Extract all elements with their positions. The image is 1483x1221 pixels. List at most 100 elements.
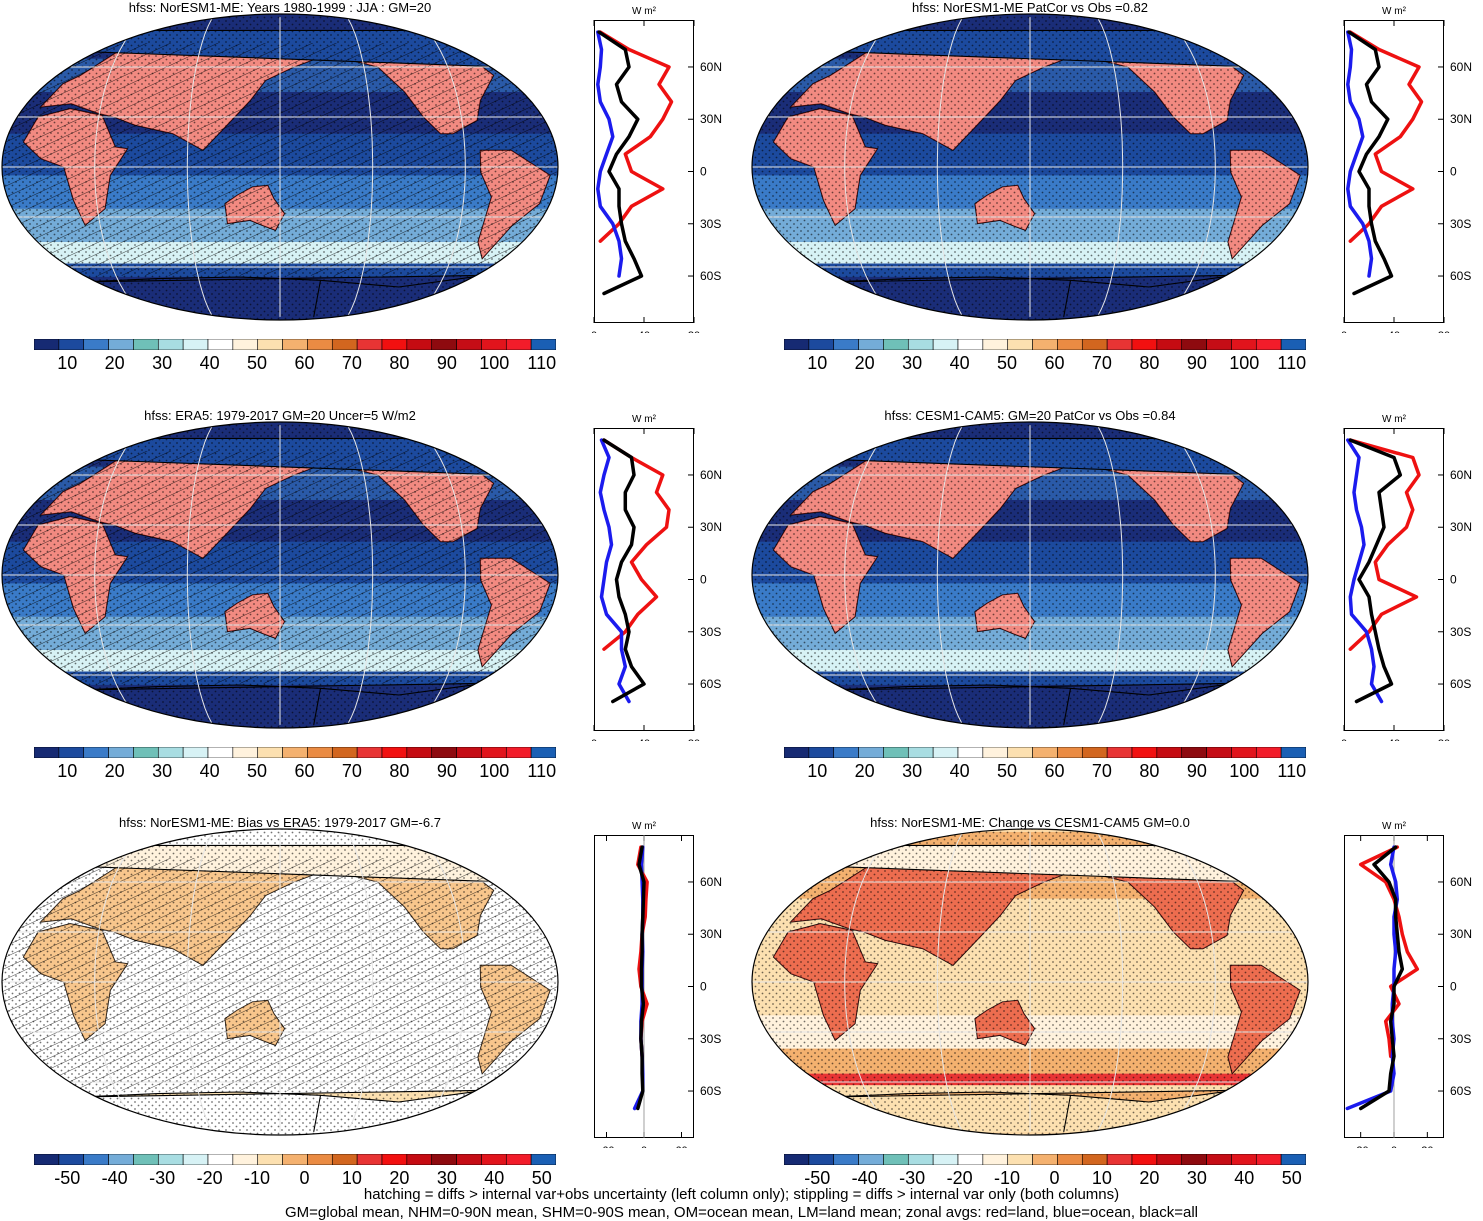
colorbar-swatch xyxy=(356,747,383,758)
colorbar-swatch xyxy=(1131,1154,1158,1165)
colorbar-tick-label: 20 xyxy=(854,353,875,373)
zonal-lat-tick-label: 60S xyxy=(1450,677,1471,691)
zonal-x-tick-label: 20 xyxy=(1421,1145,1433,1148)
zonal-lat-tick-label: 0 xyxy=(1450,573,1457,587)
colorbar-swatch xyxy=(133,339,159,350)
zonal-line-land xyxy=(598,30,674,243)
zonal-x-tick-label: 80 xyxy=(1438,738,1450,741)
panel-title: hfss: NorESM1-ME: Bias vs ERA5: 1979-201… xyxy=(119,815,441,830)
colorbar-swatch xyxy=(784,1154,810,1165)
colorbar-swatch xyxy=(1081,1154,1108,1165)
colorbar-swatch xyxy=(907,339,934,350)
zonal-lat-tick-label: 30S xyxy=(700,1032,721,1046)
colorbar-swatch xyxy=(1007,339,1033,350)
colorbar-tick-label: 50 xyxy=(531,1168,552,1188)
colorbar-tick-label: 80 xyxy=(1139,761,1160,781)
colorbar-swatch xyxy=(108,747,134,758)
colorbar-swatch xyxy=(808,339,835,350)
map-border xyxy=(1,13,559,321)
zonal-lat-tick-label: 30S xyxy=(1450,1032,1471,1046)
colorbar-swatch xyxy=(982,1154,1009,1165)
zonal-line-all xyxy=(1347,30,1394,296)
colorbar-tick-label: 0 xyxy=(299,1168,310,1188)
world-map xyxy=(1,828,559,1136)
colorbar-swatch xyxy=(207,1154,234,1165)
colorbar-swatch xyxy=(530,1154,556,1165)
colorbar-swatch xyxy=(1255,747,1282,758)
colorbar-swatch xyxy=(381,747,408,758)
zonal-lat-tick-label: 30N xyxy=(1450,927,1472,941)
graticule-lon xyxy=(936,16,964,318)
colorbar-swatch xyxy=(833,747,859,758)
colorbar-tick-label: 40 xyxy=(484,1168,505,1188)
zonal-unit-label: W m² xyxy=(632,821,657,832)
colorbar-tick-label: 50 xyxy=(997,353,1018,373)
colorbar-labels: 10 20 30 40 50 60 70 80 90 100 110 xyxy=(784,761,1306,783)
zonal-x-tick-label: 40 xyxy=(1388,330,1400,333)
colorbar-swatch xyxy=(356,1154,383,1165)
colorbar-swatch xyxy=(257,339,283,350)
colorbar-swatch xyxy=(207,747,234,758)
colorbar-swatch xyxy=(182,747,209,758)
colorbar-swatch xyxy=(1057,1154,1083,1165)
map-border xyxy=(751,828,1309,1136)
colorbar-swatch xyxy=(883,339,909,350)
colorbar-tick-label: 30 xyxy=(152,761,173,781)
colorbar-tick-label: 70 xyxy=(1091,353,1112,373)
colorbar-swatch xyxy=(182,339,209,350)
colorbar-tick-label: 80 xyxy=(1139,353,1160,373)
colorbar-swatch xyxy=(257,747,283,758)
colorbar-swatch xyxy=(1057,339,1083,350)
colorbar-labels: -50 -40 -30 -20 -10 0 10 20 30 40 50 xyxy=(784,1168,1306,1190)
colorbar-labels: 10 20 30 40 50 60 70 80 90 100 110 xyxy=(34,353,556,375)
colorbar-tick-label: 100 xyxy=(479,353,510,373)
graticule-lon xyxy=(1164,16,1216,318)
colorbar-swatch xyxy=(784,339,810,350)
colorbar-swatch xyxy=(282,339,308,350)
colorbar-labels: 10 20 30 40 50 60 70 80 90 100 110 xyxy=(784,353,1306,375)
colorbar xyxy=(34,1154,556,1165)
colorbar-tick-label: 20 xyxy=(104,353,125,373)
graticule-lon xyxy=(1096,831,1124,1133)
zonal-lat-tick-label: 60S xyxy=(1450,269,1471,283)
map-border xyxy=(751,13,1309,321)
colorbar-swatch xyxy=(1255,339,1282,350)
colorbar-swatch xyxy=(1181,1154,1207,1165)
colorbar-swatch xyxy=(530,339,556,350)
zonal-average-plot: 60N 30N 0 30S 60S 0 40 80 W m² xyxy=(592,414,722,741)
colorbar-swatch xyxy=(1032,339,1058,350)
colorbar-swatch xyxy=(456,1154,482,1165)
colorbar-swatch xyxy=(1106,1154,1133,1165)
colorbar-swatch xyxy=(1206,1154,1232,1165)
panel-change: hfss: NorESM1-ME: Change vs CESM1-CAM5 G… xyxy=(750,815,1483,1190)
colorbar-swatch xyxy=(133,1154,159,1165)
colorbar-tick-label: 60 xyxy=(294,761,315,781)
zonal-lat-tick-label: 60S xyxy=(700,269,721,283)
zonal-lat-tick-label: 30N xyxy=(1450,112,1472,126)
zonal-line-ocean xyxy=(1346,438,1384,704)
zonal-unit-label: W m² xyxy=(1382,6,1407,17)
colorbar-swatch xyxy=(157,747,184,758)
map-border xyxy=(1,828,559,1136)
colorbar-swatch xyxy=(83,747,109,758)
colorbar-swatch xyxy=(58,339,85,350)
graticule-lon xyxy=(414,16,466,318)
colorbar-swatch xyxy=(957,1154,984,1165)
colorbar-swatch xyxy=(456,747,482,758)
graticule-lon xyxy=(936,831,964,1133)
colorbar-tick-label: 50 xyxy=(997,761,1018,781)
zonal-lat-tick-label: 0 xyxy=(1450,980,1457,994)
colorbar-tick-label: 40 xyxy=(1234,1168,1255,1188)
colorbar-labels: -50 -40 -30 -20 -10 0 10 20 30 40 50 xyxy=(34,1168,556,1190)
colorbar-tick-label: -30 xyxy=(149,1168,176,1188)
colorbar-tick-label: 80 xyxy=(389,761,410,781)
colorbar xyxy=(784,339,1306,350)
colorbar-swatch xyxy=(406,1154,433,1165)
zonal-x-tick-label: 40 xyxy=(1388,738,1400,741)
colorbar-swatch xyxy=(481,1154,507,1165)
colorbar-tick-label: 10 xyxy=(57,761,78,781)
zonal-frame xyxy=(594,428,694,731)
zonal-lat-tick-label: 30S xyxy=(1450,625,1471,639)
colorbar-tick-label: 0 xyxy=(1049,1168,1060,1188)
colorbar-swatch xyxy=(858,747,884,758)
